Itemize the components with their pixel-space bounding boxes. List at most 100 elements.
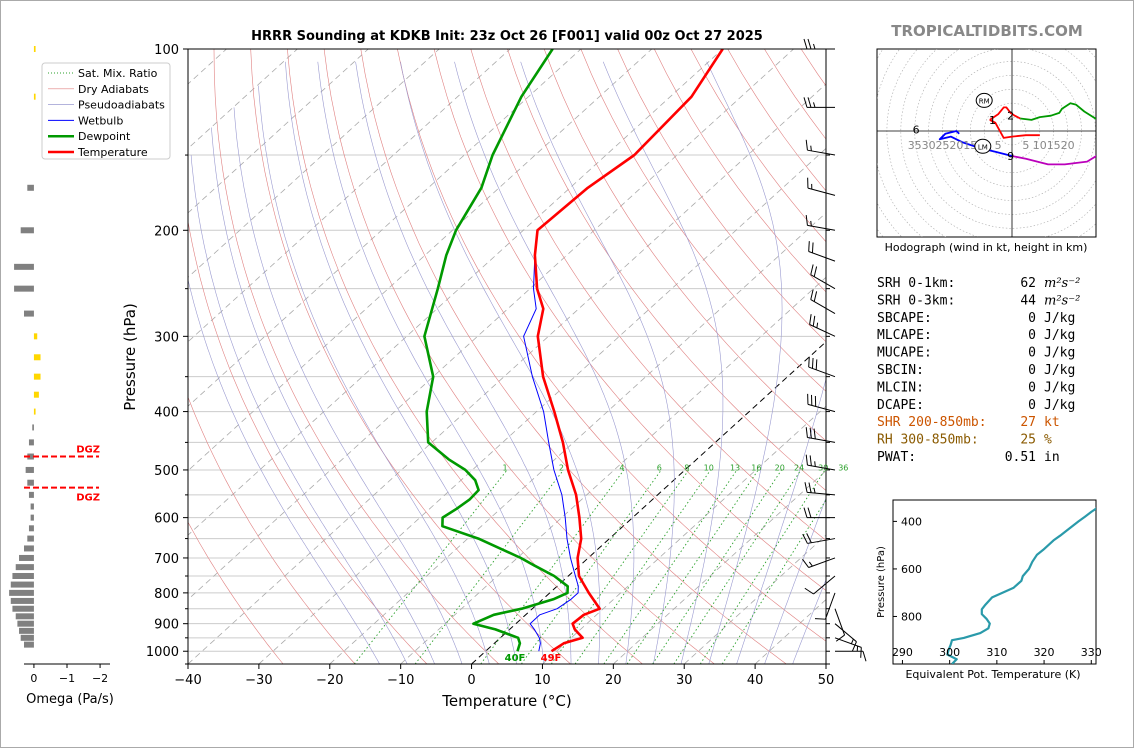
dry-adiabat <box>360 49 787 664</box>
moist-adiabat <box>706 61 783 664</box>
wind-barb-flag <box>805 215 808 226</box>
chart-title: HRRR Sounding at KDKB Init: 23z Oct 26 [… <box>251 29 763 44</box>
dry-adiabat <box>397 49 826 642</box>
omega-bar <box>17 620 34 627</box>
moist-adiabat <box>400 61 601 664</box>
theta-e-x-tick-label: 290 <box>892 646 913 659</box>
wind-barb-flag <box>862 651 867 662</box>
isotherm-line <box>258 147 826 664</box>
omega-bar <box>28 491 34 498</box>
x-tick-label: 50 <box>818 673 835 688</box>
dry-adiabat <box>213 49 500 664</box>
wind-barb-half-flag <box>814 461 816 467</box>
index-label: SRH 0-1km: <box>877 276 955 291</box>
mixing-ratio-line <box>603 469 738 664</box>
omega-bar <box>30 503 34 510</box>
omega-bar <box>33 391 39 398</box>
wind-barb <box>802 533 836 544</box>
index-label: MLCAPE: <box>877 328 932 343</box>
y-tick-label: 300 <box>154 330 179 345</box>
omega-tick-label: −2 <box>92 672 108 685</box>
mixing-ratio-label: 24 <box>794 464 804 473</box>
omega-bar <box>20 634 34 641</box>
wind-barb-flag <box>804 482 808 493</box>
wind-barb-staff <box>807 403 836 413</box>
omega-bar <box>33 46 36 52</box>
wind-barb-flag <box>803 507 808 518</box>
mixing-ratio-line <box>673 469 802 664</box>
dry-adiabat <box>617 49 826 343</box>
legend-label: Sat. Mix. Ratio <box>78 67 158 80</box>
wind-barb-flag <box>802 533 808 544</box>
omega-bar <box>10 597 34 604</box>
index-label: MUCAPE: <box>877 346 932 361</box>
mixing-ratio-line <box>626 469 759 664</box>
wind-barb <box>810 289 836 315</box>
skewt-xlabel: Temperature (°C) <box>441 692 571 710</box>
omega-bar <box>12 572 34 579</box>
mixing-ratio-label: 10 <box>704 464 714 473</box>
moist-adiabat <box>233 107 463 664</box>
wind-barb-flag <box>805 427 808 438</box>
omega-bar <box>19 554 34 561</box>
moist-adiabat <box>520 61 675 664</box>
wind-barb <box>803 38 835 50</box>
index-unit: J/kg <box>1044 380 1075 395</box>
skewt-frame <box>187 48 827 665</box>
dry-adiabat <box>580 49 826 392</box>
theta-e-x-tick-label: 300 <box>939 646 960 659</box>
wind-barb <box>802 557 836 568</box>
wind-barb-half-flag <box>810 220 812 227</box>
wind-barb-flag <box>851 641 857 652</box>
index-value: 0 <box>1028 398 1036 413</box>
wind-barb <box>834 608 846 642</box>
wind-barb-staff <box>808 251 836 262</box>
theta-e-profile <box>946 507 1096 664</box>
dry-adiabat <box>507 49 826 491</box>
theta-e-x-tick-label: 330 <box>1081 646 1102 659</box>
wind-barb-staff <box>810 274 836 290</box>
storm-motion-marker <box>975 92 993 108</box>
wind-barb-staff <box>808 366 836 378</box>
index-value: 0 <box>1028 346 1036 361</box>
storm-motion-label: LM <box>978 143 988 151</box>
omega-bar <box>12 605 34 612</box>
wind-barb <box>814 592 836 620</box>
omega-bar <box>20 227 34 234</box>
index-value: 25 <box>1020 433 1036 448</box>
dry-adiabat <box>188 521 284 664</box>
moist-adiabat <box>602 61 724 664</box>
wind-barb-staff <box>807 491 836 496</box>
theta-e-x-tick-label: 310 <box>986 646 1007 659</box>
x-tick-label: 40 <box>747 673 764 688</box>
hodograph-trace <box>1020 102 1096 121</box>
y-tick-label: 900 <box>154 618 179 633</box>
moist-adiabat <box>736 377 826 664</box>
theta-e-x-tick-label: 320 <box>1034 646 1055 659</box>
x-tick-label: 10 <box>534 673 551 688</box>
index-label: DCAPE: <box>877 398 924 413</box>
wind-barb-flag <box>808 482 812 493</box>
wind-barb-flag <box>807 38 812 50</box>
isotherm-line <box>683 534 826 664</box>
dry-adiabat <box>543 49 826 442</box>
wind-barb-flag <box>809 427 812 439</box>
legend-label: Dry Adiabats <box>78 83 149 96</box>
hodograph-caption: Hodograph (wind in kt, height in km) <box>885 241 1088 254</box>
x-tick-label: −20 <box>316 673 343 688</box>
index-value: 0 <box>1028 363 1036 378</box>
theta-e-y-tick-label: 800 <box>901 610 922 623</box>
wind-barb-staff <box>807 538 836 544</box>
isotherm-line <box>188 49 511 343</box>
wind-barb-staff <box>807 437 836 443</box>
x-tick-label: 20 <box>605 673 622 688</box>
wind-barb <box>834 623 857 652</box>
y-tick-label: 1000 <box>146 645 179 660</box>
wind-barb <box>804 575 836 595</box>
wind-barb-half-flag <box>813 102 816 108</box>
wind-barb <box>805 215 836 231</box>
theta-e-ylabel: Pressure (hPa) <box>876 546 887 618</box>
wind-barb-flag <box>814 618 826 620</box>
dry-adiabat <box>433 49 826 591</box>
wind-barb-flag <box>815 359 818 370</box>
